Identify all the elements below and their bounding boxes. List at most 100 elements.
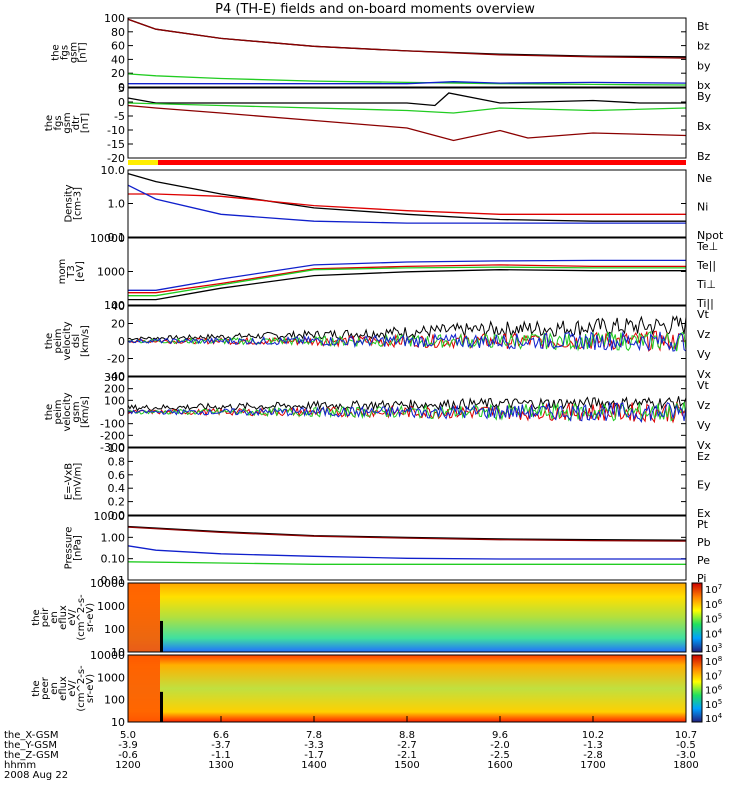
y-axis-label: thepeerenefluxeV/(cm^2-s-sr-eV) <box>31 665 96 712</box>
colorbar-base: 10 <box>705 629 718 640</box>
y-axis-label-line: [nT] <box>78 42 89 62</box>
y-tick-label: 200 <box>104 383 125 396</box>
y-axis-label: E=-VxB[mV/m] <box>64 463 84 501</box>
y-axis-label-line: gsm <box>71 401 82 422</box>
y-tick-label: 1.00 <box>101 531 126 544</box>
y-tick-label: 1000 <box>97 671 125 684</box>
series-bz-line <box>127 104 687 142</box>
series-bz-line <box>127 18 687 59</box>
y-tick-label: 60 <box>111 40 125 53</box>
y-tick-label: 0.6 <box>108 469 126 482</box>
legend-label: Ey <box>697 479 711 492</box>
y-tick-label: 80 <box>111 26 125 39</box>
footer-value: -2.0 <box>490 740 510 751</box>
y-axis-label-line: sr-eV) <box>85 603 96 632</box>
colorbar-base: 10 <box>705 686 718 697</box>
footer-value: -2.7 <box>397 740 417 751</box>
y-axis-label-line: fgs <box>53 115 64 130</box>
series-by-line <box>127 73 687 86</box>
status-bar-red <box>158 160 686 165</box>
footer-date: 2008 Aug 22 <box>4 770 68 781</box>
footer-value: -1.3 <box>583 740 603 751</box>
y-axis-label: thefgsgsm[nT] <box>51 42 89 63</box>
footer-value: 1400 <box>301 760 326 771</box>
footer-value: 1200 <box>115 760 140 771</box>
chart-title: P4 (TH-E) fields and on-board moments ov… <box>215 2 535 17</box>
footer-value: -3.0 <box>676 750 696 761</box>
y-tick-label: 5 <box>118 82 125 95</box>
plot-frame <box>127 237 687 306</box>
legend-label: Te⊥ <box>696 240 718 253</box>
colorbar-exp: 6 <box>718 684 723 692</box>
footer-value: 1600 <box>487 760 512 771</box>
colorbar-exp: 5 <box>718 613 722 621</box>
y-tick-label: -20 <box>107 152 125 165</box>
colorbar-base: 10 <box>705 644 718 655</box>
footer-value: 5.0 <box>120 730 136 741</box>
y-tick-label: 1.0 <box>108 442 126 455</box>
y-tick-label: 100 <box>104 394 125 407</box>
legend-label: Pe <box>697 554 710 567</box>
y-axis-label-line: E=-VxB <box>64 463 75 500</box>
y-axis-label-line: (cm^2-s- <box>76 594 87 641</box>
series-ti||-line <box>128 266 686 297</box>
y-tick-label: 40 <box>111 53 125 66</box>
y-tick-label: 0.01 <box>101 574 126 587</box>
legend-label: bx <box>697 79 711 92</box>
spectrogram-data-gap <box>160 620 163 652</box>
y-tick-label: 20 <box>111 318 125 331</box>
legend-label: Bx <box>697 120 712 133</box>
y-tick-label: 10 <box>111 716 125 729</box>
legend-label: Ni <box>697 201 708 214</box>
y-axis-label-line: dtr <box>71 115 82 130</box>
legend-label: Vy <box>697 348 711 361</box>
series-pi-line <box>127 545 686 560</box>
series-vx-line <box>127 401 687 423</box>
y-tick-label: 100 <box>104 623 125 636</box>
legend-label: Vz <box>697 399 711 412</box>
colorbar-base: 10 <box>705 671 718 682</box>
y-tick-label: -10 <box>107 124 125 137</box>
spectrogram-early-band <box>128 655 160 722</box>
footer-value: -2.8 <box>583 750 603 761</box>
y-tick-label: 10000 <box>90 232 125 245</box>
colorbar-exp: 7 <box>718 583 722 591</box>
y-axis-label-line: Pressure <box>64 527 75 570</box>
y-axis-label-line: [km/s] <box>80 396 91 428</box>
colorbar-exp: 7 <box>718 669 722 677</box>
series-pe-line <box>127 561 686 565</box>
colorbar-tick-label: 104 <box>705 712 723 725</box>
footer-row-label: hhmm <box>4 760 36 771</box>
legend-label: Te|| <box>696 259 716 272</box>
y-tick-label: -15 <box>107 138 125 151</box>
series-bx-line <box>128 81 687 85</box>
y-axis-label-line: the <box>44 404 55 420</box>
legend-label: Ti|| <box>696 297 714 310</box>
legend-label: Ne <box>697 172 712 185</box>
y-tick-label: -5 <box>114 110 125 123</box>
y-tick-label: 0 <box>118 81 125 94</box>
y-tick-label: 10000 <box>90 649 125 662</box>
colorbar-exp: 3 <box>718 642 722 650</box>
footer-value: -3.7 <box>211 740 231 751</box>
footer-value: -3.3 <box>304 740 324 751</box>
legend-label: Pb <box>697 536 711 549</box>
y-axis-label-line: eV/ <box>67 609 78 626</box>
y-axis-label-line: [eV] <box>75 261 86 282</box>
footer-row-label: the_X-GSM <box>4 730 58 741</box>
colorbar-tick-label: 105 <box>705 698 722 711</box>
y-axis-label-line: gsm <box>69 42 80 63</box>
plot-frame <box>127 515 687 581</box>
status-bar-yellow <box>128 160 158 165</box>
y-axis-label-line: peir <box>40 607 51 627</box>
y-axis-label-line: [mV/m] <box>73 463 84 501</box>
colorbar-tick-label: 105 <box>705 613 722 626</box>
legend-label: Vx <box>697 439 712 452</box>
y-tick-label: 40 <box>111 300 125 313</box>
y-axis-label-line: the <box>44 115 55 131</box>
footer-value: -0.6 <box>118 750 138 761</box>
y-axis-label-line: dsl <box>71 334 82 348</box>
y-tick-label: -200 <box>100 429 125 442</box>
colorbar <box>691 654 703 723</box>
footer-value: -1.7 <box>304 750 324 761</box>
